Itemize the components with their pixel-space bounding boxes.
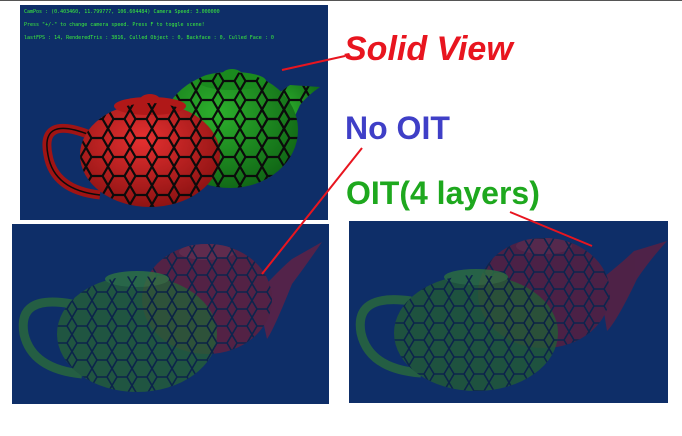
- green-teapot-transparent: [18, 271, 217, 392]
- hud-hint: Press "+/-" to change camera speed. Pres…: [24, 22, 205, 28]
- label-no-oit: No OIT: [345, 110, 450, 146]
- top-border: [0, 0, 682, 1]
- green-teapot-oit: [355, 269, 558, 391]
- oit-render: [349, 221, 668, 403]
- red-teapot: [42, 94, 220, 207]
- debug-hud: CamPos : (0.403460, 11.799777, 106.60448…: [20, 5, 274, 45]
- label-solid-view: Solid View: [344, 30, 513, 68]
- hud-campos: CamPos : (0.403460, 11.799777, 106.60448…: [24, 9, 220, 15]
- hud-stats: lastFPS : 14, RenderedTris : 3816, Culle…: [24, 35, 274, 41]
- no-oit-render: [12, 224, 329, 404]
- solid-view-render: CamPos : (0.403460, 11.799777, 106.60448…: [20, 5, 328, 220]
- label-oit: OIT(4 layers): [346, 175, 540, 211]
